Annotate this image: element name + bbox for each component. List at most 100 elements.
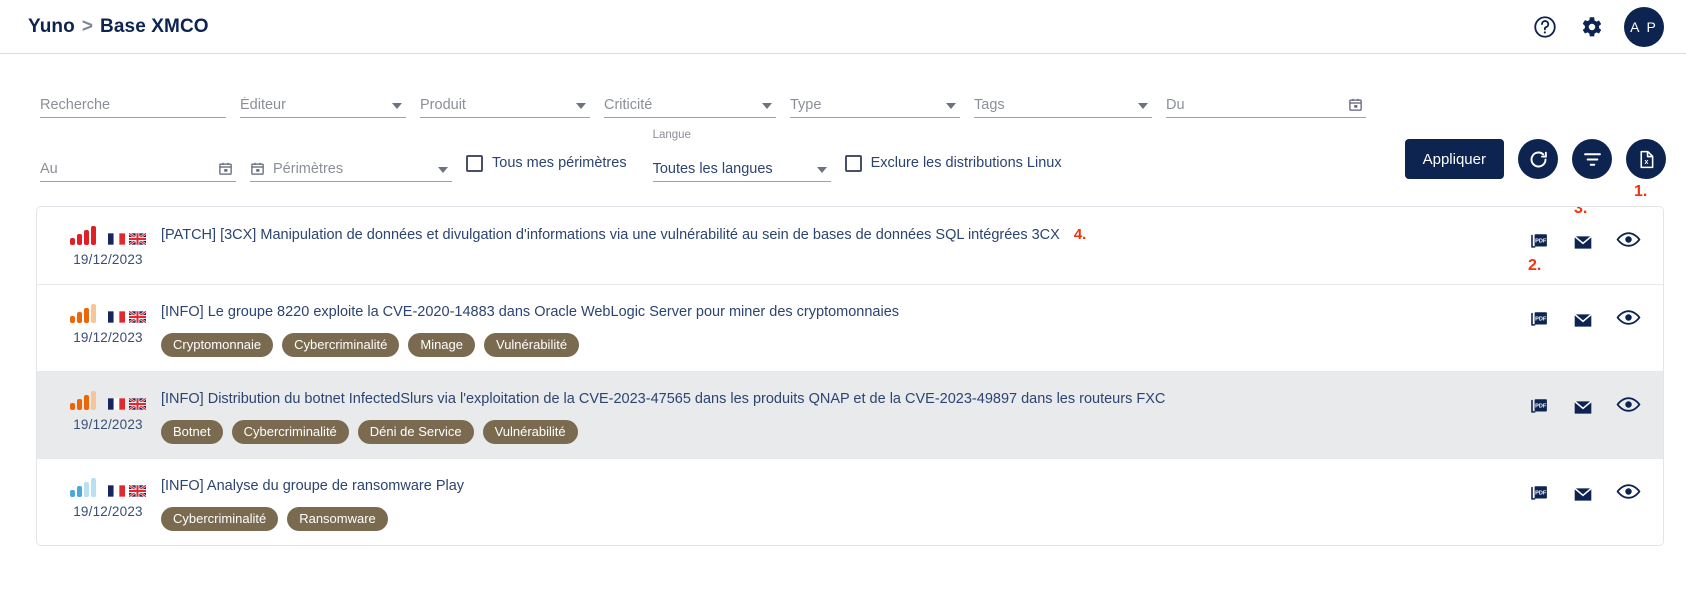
refresh-button[interactable]	[1518, 139, 1558, 179]
filter-row-1: Recherche Éditeur Produit Criticité Type…	[40, 84, 1660, 118]
row-date: 19/12/2023	[73, 504, 143, 519]
annotation-4: 4.	[1073, 226, 1087, 243]
tag-chip[interactable]: Vulnérabilité	[482, 420, 578, 444]
type-select[interactable]: Type	[790, 84, 960, 118]
flag-gb-icon	[129, 485, 146, 497]
tag-chip[interactable]: Ransomware	[287, 507, 388, 531]
send-mail-button[interactable]	[1572, 310, 1594, 331]
row-title[interactable]: [INFO] Distribution du botnet InfectedSl…	[161, 391, 1166, 407]
row-tags: Cybercriminalité Ransomware	[161, 507, 1512, 531]
language-flags	[108, 398, 146, 410]
download-pdf-button[interactable]: PDF	[1528, 397, 1550, 418]
checkbox-label: Tous mes périmètres	[492, 155, 627, 171]
criticite-placeholder: Criticité	[604, 97, 653, 113]
tag-chip[interactable]: Cryptomonnaie	[161, 333, 274, 357]
view-details-button[interactable]	[1616, 481, 1641, 507]
criticite-select[interactable]: Criticité	[604, 84, 776, 118]
date-from-input[interactable]: Du	[1166, 84, 1366, 118]
search-placeholder: Recherche	[40, 97, 111, 113]
perimetres-select[interactable]: Périmètres	[250, 148, 452, 182]
send-mail-button[interactable]	[1572, 484, 1594, 505]
table-row[interactable]: 19/12/2023 [INFO] Analyse du groupe de r…	[37, 459, 1663, 545]
annotation-3: 3.	[1574, 206, 1588, 217]
severity-bars-icon	[70, 391, 96, 410]
pdf-icon: PDF	[1531, 311, 1547, 326]
view-details-button[interactable]	[1616, 229, 1641, 255]
app-header: Yuno > Base XMCO A P	[0, 0, 1686, 54]
row-meta-line	[70, 477, 146, 497]
row-actions: PDF	[1528, 475, 1641, 507]
mail-icon	[1574, 400, 1592, 414]
calendar-icon[interactable]	[1348, 97, 1363, 112]
type-placeholder: Type	[790, 97, 822, 113]
tags-placeholder: Tags	[974, 97, 1005, 113]
tag-chip[interactable]: Vulnérabilité	[484, 333, 580, 357]
row-meta: 19/12/2023	[55, 223, 161, 267]
eye-icon	[1616, 484, 1641, 499]
row-title[interactable]: [INFO] Analyse du groupe de ransomware P…	[161, 478, 465, 494]
langue-value: Toutes les langues	[652, 161, 773, 177]
chevron-down-icon	[946, 103, 956, 109]
gear-icon[interactable]	[1578, 14, 1604, 40]
eye-icon	[1616, 310, 1641, 325]
filter-row-2: Au Périmètres Tous mes	[40, 129, 1660, 182]
eye-icon	[1616, 397, 1641, 412]
search-input[interactable]: Recherche	[40, 84, 226, 118]
tag-chip[interactable]: Cybercriminalité	[282, 333, 400, 357]
annotation-2: 2.	[1528, 256, 1542, 274]
produit-placeholder: Produit	[420, 97, 466, 113]
tags-select[interactable]: Tags	[974, 84, 1152, 118]
row-content: [INFO] Analyse du groupe de ransomware P…	[161, 475, 1512, 531]
row-title: [PATCH] [3CX] Manipulation de données et…	[161, 227, 1060, 243]
help-circle-icon[interactable]	[1532, 14, 1558, 40]
tag-chip[interactable]: Botnet	[161, 420, 223, 444]
view-details-button[interactable]	[1616, 394, 1641, 420]
export-excel-button[interactable]: x 1.	[1626, 139, 1666, 200]
row-actions: PDF 2. 3.	[1528, 207, 1641, 274]
flag-gb-icon	[129, 233, 146, 245]
table-row[interactable]: 19/12/2023 [INFO] Le groupe 8220 exploit…	[37, 285, 1663, 372]
download-pdf-button[interactable]: PDF	[1528, 484, 1550, 505]
apply-button[interactable]: Appliquer	[1404, 139, 1504, 179]
row-title[interactable]: [INFO] Le groupe 8220 exploite la CVE-20…	[161, 304, 900, 320]
tag-chip[interactable]: Cybercriminalité	[231, 420, 349, 444]
language-flags	[108, 311, 146, 323]
perimetres-placeholder: Périmètres	[273, 161, 344, 177]
flag-fr-icon	[108, 311, 125, 323]
send-mail-button[interactable]	[1572, 397, 1594, 418]
tag-chip[interactable]: Déni de Service	[357, 420, 474, 444]
annotation-1: 1.	[1634, 183, 1648, 200]
calendar-icon[interactable]	[218, 161, 233, 176]
header-actions: A P	[1532, 6, 1664, 47]
filter-actions: Appliquer x	[1404, 139, 1666, 200]
download-pdf-button[interactable]: PDF	[1528, 310, 1550, 331]
chevron-down-icon	[762, 103, 772, 109]
row-meta-line	[70, 390, 146, 410]
tag-chip[interactable]: Cybercriminalité	[161, 507, 279, 531]
checkbox-exclure-linux[interactable]: Exclure les distributions Linux	[844, 148, 1062, 182]
row-meta: 19/12/2023	[55, 301, 161, 345]
date-to-input[interactable]: Au	[40, 148, 236, 182]
mail-icon	[1574, 235, 1592, 249]
row-date: 19/12/2023	[73, 330, 143, 345]
avatar[interactable]: A P	[1624, 6, 1664, 47]
breadcrumb-root[interactable]: Yuno	[28, 15, 75, 37]
checkbox-box-icon	[466, 154, 483, 172]
checkbox-tous-mes-perimetres[interactable]: Tous mes périmètres	[466, 148, 627, 182]
send-mail-button[interactable]: 3.	[1572, 207, 1594, 253]
table-row[interactable]: 19/12/2023 [PATCH] [3CX] Manipulation de…	[37, 207, 1663, 285]
filter-button[interactable]	[1572, 139, 1612, 179]
langue-field-label: Langue	[652, 129, 691, 141]
row-actions: PDF	[1528, 301, 1641, 333]
download-pdf-button[interactable]: PDF 2.	[1528, 232, 1550, 274]
tag-chip[interactable]: Minage	[408, 333, 475, 357]
svg-text:x: x	[1644, 159, 1648, 166]
breadcrumb-separator: >	[81, 15, 94, 37]
row-meta-line	[70, 225, 146, 245]
produit-select[interactable]: Produit	[420, 84, 590, 118]
view-details-button[interactable]	[1616, 307, 1641, 333]
table-row[interactable]: 19/12/2023 [INFO] Distribution du botnet…	[37, 372, 1663, 459]
editeur-select[interactable]: Éditeur	[240, 84, 406, 118]
langue-select[interactable]: Langue Toutes les langues	[652, 129, 831, 182]
pdf-icon: PDF	[1531, 233, 1547, 248]
